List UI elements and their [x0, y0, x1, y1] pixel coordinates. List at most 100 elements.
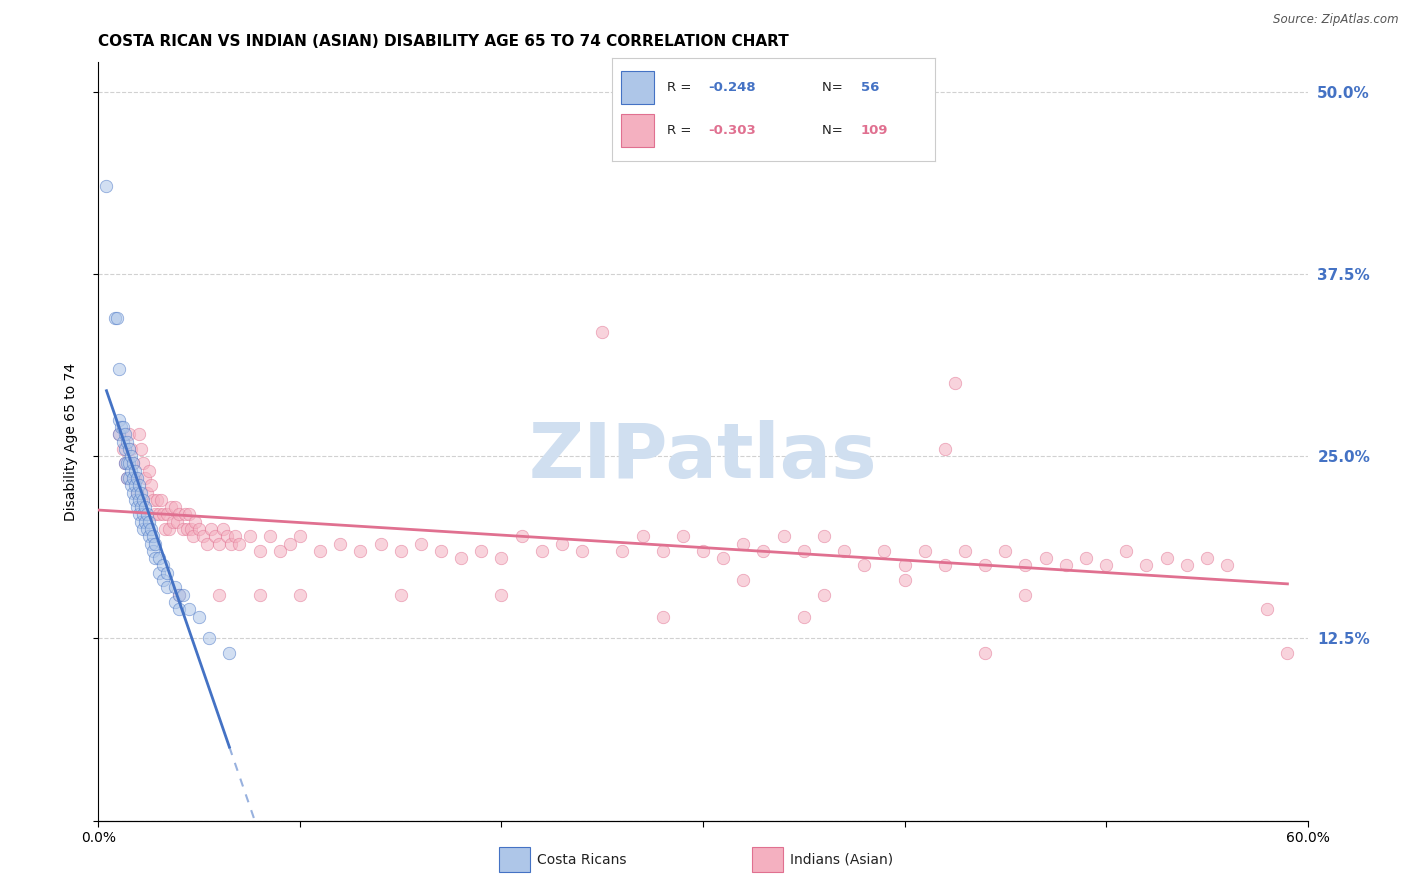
Point [470, 544, 492, 558]
Point [198, 632, 221, 646]
Point [813, 529, 835, 543]
Point [1216, 558, 1239, 573]
Point [110, 420, 132, 434]
Point [121, 471, 143, 485]
Point [124, 471, 146, 485]
Point [278, 536, 301, 550]
Point [733, 536, 755, 550]
Point [1156, 551, 1178, 566]
Point [176, 522, 198, 536]
Point [943, 376, 966, 391]
Point [430, 544, 453, 558]
Point [389, 544, 412, 558]
Point [193, 529, 215, 543]
Point [160, 500, 183, 515]
Point [107, 427, 129, 442]
Point [162, 515, 184, 529]
Point [893, 573, 915, 587]
Point [974, 558, 997, 573]
Point [163, 580, 186, 594]
Point [129, 515, 152, 529]
Point [389, 588, 412, 602]
Point [118, 457, 141, 471]
Point [120, 478, 142, 492]
Point [163, 595, 186, 609]
Point [138, 515, 160, 529]
Point [530, 544, 553, 558]
Point [180, 522, 202, 536]
Point [692, 544, 714, 558]
Point [1256, 602, 1278, 616]
Point [148, 566, 170, 580]
Point [114, 427, 136, 442]
Bar [621, 114, 654, 147]
Point [142, 492, 165, 507]
Point [134, 471, 156, 485]
Point [893, 558, 915, 573]
Point [873, 544, 896, 558]
Point [752, 544, 775, 558]
Text: ZIPatlas: ZIPatlas [529, 420, 877, 493]
Point [172, 522, 194, 536]
Point [1115, 544, 1137, 558]
Point [853, 558, 876, 573]
Text: -0.248: -0.248 [709, 81, 756, 95]
Y-axis label: Disability Age 65 to 74: Disability Age 65 to 74 [63, 362, 77, 521]
Point [129, 500, 152, 515]
Point [139, 536, 162, 550]
Point [1175, 558, 1198, 573]
Point [208, 588, 231, 602]
Point [149, 492, 172, 507]
Point [118, 471, 141, 485]
Point [156, 508, 179, 522]
Point [114, 442, 136, 456]
Point [249, 544, 271, 558]
Point [124, 478, 146, 492]
Point [138, 464, 160, 478]
Point [132, 457, 155, 471]
Text: R =: R = [666, 81, 695, 95]
Point [249, 588, 271, 602]
Point [148, 508, 170, 522]
Point [143, 536, 166, 550]
Point [107, 361, 129, 376]
Point [934, 558, 956, 573]
Point [259, 529, 281, 543]
Bar [621, 71, 654, 104]
Point [167, 508, 190, 522]
Point [121, 457, 143, 471]
Text: 56: 56 [860, 81, 879, 95]
Point [135, 522, 157, 536]
Point [994, 544, 1017, 558]
Point [832, 544, 855, 558]
Point [128, 427, 150, 442]
Point [107, 412, 129, 426]
Point [172, 588, 194, 602]
Point [132, 508, 155, 522]
Text: Costa Ricans: Costa Ricans [537, 853, 627, 867]
Point [121, 485, 143, 500]
Point [1054, 558, 1077, 573]
Point [152, 508, 174, 522]
Point [309, 544, 332, 558]
Point [128, 508, 150, 522]
Point [167, 588, 190, 602]
Point [914, 544, 936, 558]
Point [129, 485, 152, 500]
Point [167, 602, 190, 616]
Point [153, 522, 176, 536]
Point [510, 529, 533, 543]
Point [156, 580, 179, 594]
Point [329, 536, 352, 550]
Point [188, 609, 211, 624]
Point [571, 544, 593, 558]
Point [953, 544, 976, 558]
Text: N=: N= [821, 81, 846, 95]
Point [125, 485, 148, 500]
Point [195, 536, 218, 550]
Point [239, 529, 262, 543]
Point [132, 492, 155, 507]
Point [793, 609, 815, 624]
Point [163, 500, 186, 515]
Point [1277, 646, 1299, 660]
